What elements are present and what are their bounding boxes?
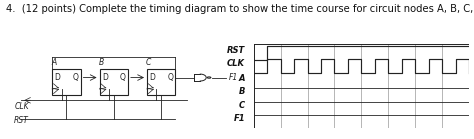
Text: Q: Q — [120, 73, 126, 82]
Text: B: B — [238, 87, 245, 96]
Text: CLK: CLK — [14, 102, 29, 111]
Bar — [147, 69, 175, 95]
Text: D: D — [149, 73, 155, 82]
Text: D: D — [102, 73, 108, 82]
Bar — [52, 69, 81, 95]
Bar — [100, 69, 128, 95]
Text: F1: F1 — [228, 73, 238, 82]
Text: RST: RST — [227, 46, 245, 55]
Text: D: D — [55, 73, 60, 82]
Text: RST: RST — [14, 116, 29, 126]
Text: C: C — [239, 101, 245, 110]
Text: A: A — [51, 58, 56, 67]
Text: CLK: CLK — [227, 59, 245, 68]
Text: Q: Q — [167, 73, 173, 82]
Text: B: B — [99, 58, 104, 67]
Text: Q: Q — [73, 73, 78, 82]
Text: 4.  (12 points) Complete the timing diagram to show the time course for circuit : 4. (12 points) Complete the timing diagr… — [6, 4, 474, 14]
Text: F1: F1 — [233, 114, 245, 123]
Text: A: A — [238, 74, 245, 83]
Text: C: C — [146, 58, 151, 67]
